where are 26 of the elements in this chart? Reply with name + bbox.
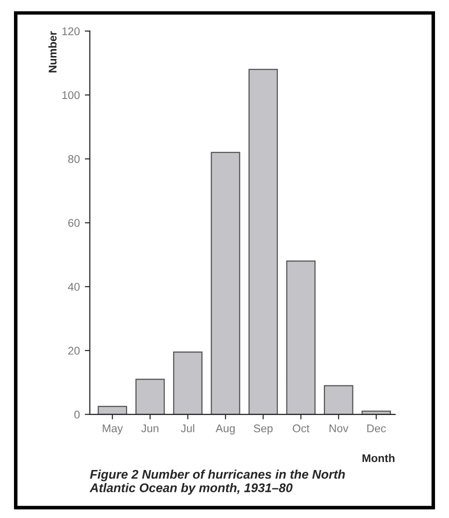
y-tick-label: 40 bbox=[68, 282, 80, 291]
x-axis-title: Month bbox=[362, 454, 394, 462]
bar bbox=[248, 68, 278, 414]
x-tick-label: Jun bbox=[141, 424, 158, 432]
x-tick-label: Sep bbox=[254, 424, 273, 434]
y-tick-label: 20 bbox=[68, 346, 80, 355]
y-tick-label: 120 bbox=[62, 27, 80, 36]
bar bbox=[210, 152, 240, 414]
bar bbox=[135, 378, 165, 414]
y-tick-label: 80 bbox=[68, 155, 80, 163]
x-tick-label: Dec bbox=[367, 424, 386, 432]
bar bbox=[324, 385, 354, 414]
text: Figure 2 Number of hurricanes in the North Atlantic Ocean by month, 1931–80 bbox=[90, 470, 345, 495]
x-tick-label: Nov bbox=[330, 424, 348, 432]
x-tick-label: Aug bbox=[216, 424, 235, 434]
bar bbox=[173, 352, 202, 414]
y-axis-title: Number bbox=[48, 31, 57, 72]
bar bbox=[286, 260, 316, 414]
y-tick-label: 0 bbox=[74, 410, 80, 419]
bar bbox=[362, 410, 391, 414]
x-tick-label: Jul bbox=[180, 424, 194, 432]
y-tick-label: 100 bbox=[62, 91, 80, 100]
y-tick-label: 60 bbox=[68, 219, 80, 227]
bar bbox=[98, 406, 128, 414]
x-tick-label: May bbox=[102, 424, 123, 434]
x-tick-label: Oct bbox=[292, 424, 310, 432]
